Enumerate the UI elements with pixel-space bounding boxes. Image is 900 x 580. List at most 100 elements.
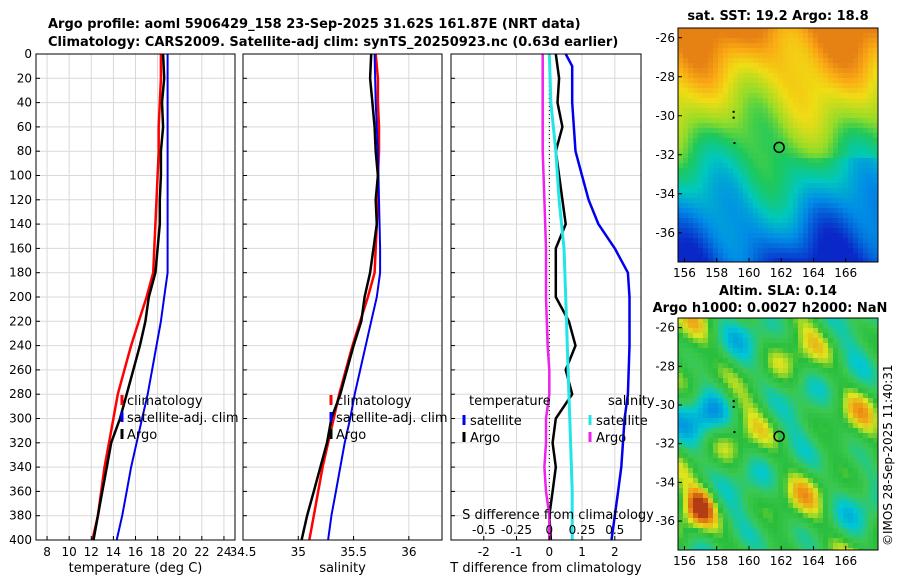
map-cell [873,503,878,508]
map-cell [793,503,798,508]
map-cell [823,253,828,258]
y-tick-label: 160 [9,241,32,255]
map-cell [808,223,813,228]
map-cell [723,548,728,550]
map-cell [728,533,733,538]
map-cell [803,383,808,388]
map-cell [793,233,798,238]
map-cell [798,143,803,148]
map-cell [728,438,733,443]
map-cell [748,453,753,458]
map-cell [868,373,873,378]
map-cell [778,473,783,478]
map-y-tick-label: -34 [655,475,675,489]
map-cell [763,153,768,158]
map-cell [868,538,873,543]
map-cell [793,548,798,550]
map-cell [833,378,838,383]
map-cell [808,408,813,413]
map-cell [748,83,753,88]
map-cell [698,348,703,353]
map-cell [698,188,703,193]
map-cell [773,93,778,98]
map-cell [718,483,723,488]
map-cell [823,498,828,503]
map-cell [758,403,763,408]
map-cell [838,88,843,93]
map-cell [798,513,803,518]
map-cell [813,28,818,33]
map-cell [863,48,868,53]
map-cell [718,408,723,413]
map-cell [803,218,808,223]
map-cell [783,163,788,168]
map-cell [853,183,858,188]
map-cell [783,88,788,93]
map-cell [713,63,718,68]
map-cell [733,133,738,138]
map-cell [828,438,833,443]
map-cell [788,428,793,433]
map-cell [868,368,873,373]
map-cell [753,463,758,468]
map-cell [858,148,863,153]
map-cell [743,93,748,98]
map-cell [863,498,868,503]
map-cell [728,193,733,198]
map-cell [748,448,753,453]
map-cell [748,333,753,338]
map-cell [848,423,853,428]
map-cell [783,548,788,550]
map-cell [768,63,773,68]
map-cell [853,383,858,388]
map-cell [828,368,833,373]
map-cell [838,213,843,218]
map-cell [823,343,828,348]
map-cell [738,403,743,408]
map-cell [823,538,828,543]
map-cell [758,533,763,538]
map-cell [818,418,823,423]
map-cell [853,158,858,163]
map-cell [728,518,733,523]
map-cell [838,538,843,543]
map-cell [833,503,838,508]
map-cell [868,58,873,63]
map-cell [698,493,703,498]
map-cell [788,518,793,523]
map-cell [728,53,733,58]
map-cell [848,483,853,488]
map-cell [743,153,748,158]
map-cell [683,448,688,453]
map-cell [718,343,723,348]
map-cell [773,128,778,133]
map-cell [843,148,848,153]
map-cell [843,108,848,113]
map-cell [773,433,778,438]
map-cell [738,128,743,133]
map-cell [848,473,853,478]
map-cell [773,63,778,68]
map-cell [823,233,828,238]
map-cell [873,488,878,493]
map-cell [803,148,808,153]
map-cell [758,148,763,153]
map-cell [793,203,798,208]
map-cell [733,43,738,48]
map-cell [803,343,808,348]
map-cell [688,458,693,463]
map-cell [873,118,878,123]
map-cell [693,148,698,153]
map-cell [733,448,738,453]
map-cell [823,33,828,38]
map-cell [688,498,693,503]
map-cell [768,73,773,78]
map-cell [703,203,708,208]
map-cell [688,53,693,58]
map-cell [783,248,788,253]
map-cell [683,218,688,223]
map-cell [858,68,863,73]
map-cell [703,108,708,113]
map-cell [753,408,758,413]
